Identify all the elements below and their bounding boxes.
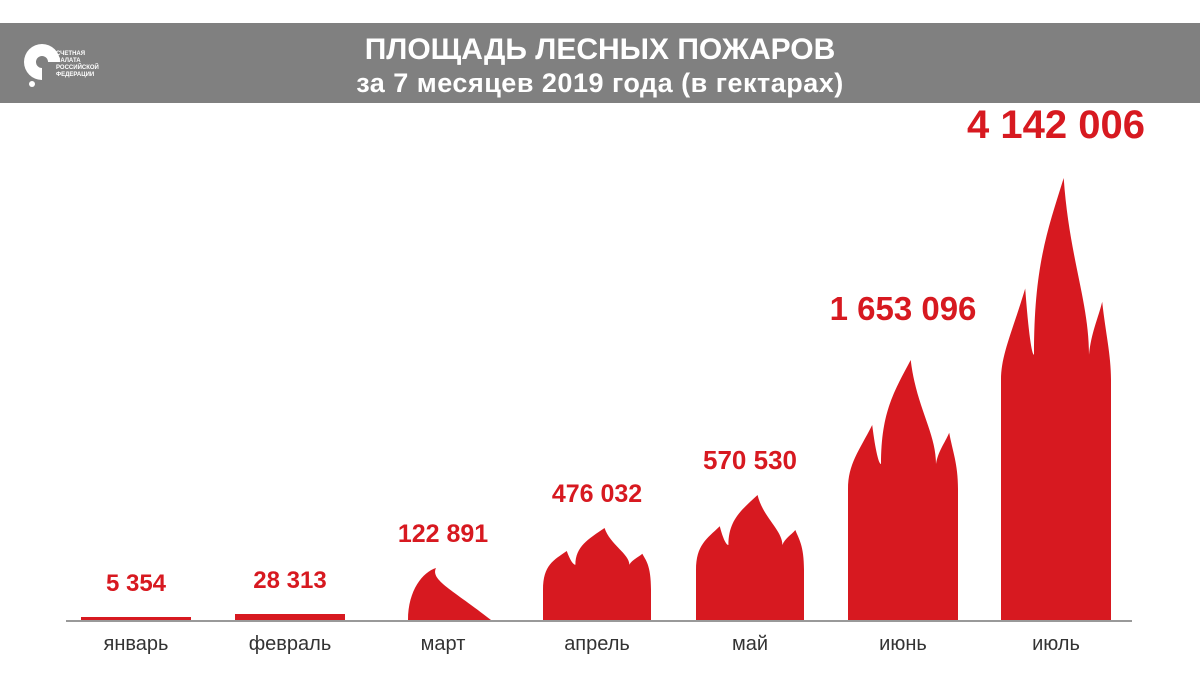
category-label-март: март bbox=[421, 633, 466, 655]
flame-bar-июль bbox=[1001, 178, 1111, 620]
flame-bar-март bbox=[408, 568, 491, 620]
flame-bar-январь bbox=[81, 617, 191, 620]
flame-bars bbox=[81, 178, 1111, 620]
value-label-февраль: 28 313 bbox=[253, 567, 326, 594]
flame-bar-апрель bbox=[543, 528, 651, 620]
accounts-chamber-logo-icon bbox=[24, 44, 60, 87]
header-banner: СЧЕТНАЯ ПАЛАТА РОССИЙСКОЙ ФЕДЕРАЦИИ ПЛОЩ… bbox=[0, 23, 1200, 103]
value-label-январь: 5 354 bbox=[106, 570, 167, 597]
value-label-май: 570 530 bbox=[703, 445, 797, 475]
flame-bar-июнь bbox=[848, 360, 958, 620]
value-label-июнь: 1 653 096 bbox=[830, 290, 977, 327]
category-label-май: май bbox=[732, 633, 768, 655]
flame-bar-февраль bbox=[235, 614, 345, 620]
category-label-январь: январь bbox=[104, 633, 169, 655]
value-label-март: 122 891 bbox=[398, 520, 488, 548]
category-label-февраль: февраль bbox=[249, 633, 332, 655]
category-label-июнь: июнь bbox=[879, 633, 927, 655]
chart-title: ПЛОЩАДЬ ЛЕСНЫХ ПОЖАРОВ bbox=[364, 33, 836, 66]
category-labels: январь февраль март апрель май июнь июль bbox=[104, 633, 1080, 655]
value-label-апрель: 476 032 bbox=[552, 480, 642, 508]
category-label-апрель: апрель bbox=[564, 633, 630, 655]
value-labels: 5 354 28 313 122 891 476 032 570 530 1 653 09… bbox=[106, 103, 1145, 597]
value-label-июль: 4 142 006 bbox=[967, 103, 1145, 147]
flame-bar-май bbox=[696, 495, 804, 620]
category-label-июль: июль bbox=[1032, 633, 1080, 655]
logo-caption: СЧЕТНАЯ ПАЛАТА РОССИЙСКОЙ ФЕДЕРАЦИИ bbox=[56, 51, 99, 78]
chart-subtitle: за 7 месяцев 2019 года (в гектарах) bbox=[356, 68, 844, 98]
